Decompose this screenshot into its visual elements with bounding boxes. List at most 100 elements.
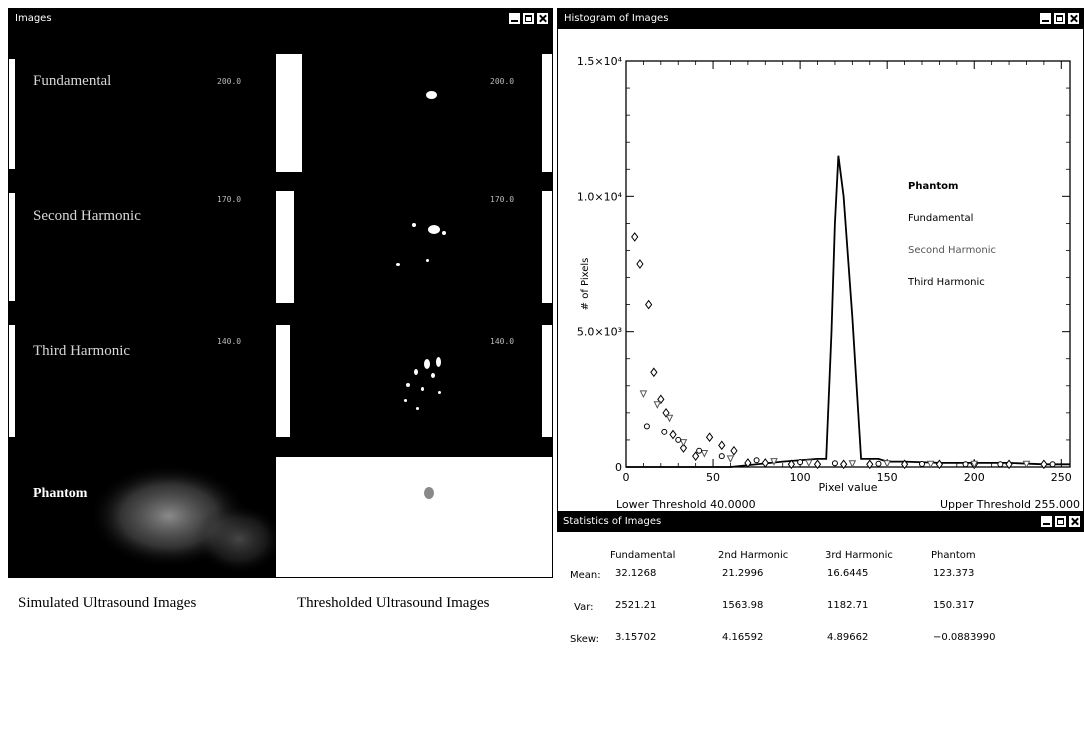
maximize-icon[interactable] xyxy=(1053,12,1066,25)
statistics-titlebar[interactable]: Statistics of Images xyxy=(557,512,1084,532)
stats-cell: 2521.21 xyxy=(615,600,657,611)
data-point xyxy=(935,459,944,470)
panel-value: 200.0 xyxy=(490,77,515,86)
data-point xyxy=(761,458,769,468)
data-point xyxy=(1022,460,1031,469)
panel-scrollbar[interactable] xyxy=(276,191,294,303)
threshold-blob xyxy=(426,259,429,262)
stats-row-label: Var: xyxy=(574,602,594,613)
data-point xyxy=(700,449,709,458)
panel-scrollbar[interactable] xyxy=(276,325,290,437)
x-tick-label: 250 xyxy=(1051,471,1072,484)
data-point xyxy=(883,460,891,468)
stats-col-header: 3rd Harmonic xyxy=(825,550,893,561)
legend-entry: Phantom xyxy=(908,181,958,192)
data-point xyxy=(679,439,688,447)
close-icon[interactable] xyxy=(1067,12,1080,25)
legend-entry: Second Harmonic xyxy=(908,245,996,256)
close-icon[interactable] xyxy=(1068,515,1081,528)
close-icon[interactable] xyxy=(536,12,549,25)
panel-label: Phantom xyxy=(33,486,88,501)
data-point xyxy=(730,445,738,456)
maximize-icon[interactable] xyxy=(522,12,535,25)
data-point xyxy=(653,401,662,409)
upper-threshold-label: Upper Threshold 255.000 xyxy=(940,498,1080,511)
data-point xyxy=(744,458,752,468)
plot-frame xyxy=(625,60,1071,468)
statistics-window-title: Statistics of Images xyxy=(563,516,662,527)
panel-scrollbar[interactable] xyxy=(9,59,15,169)
stats-col-header: Fundamental xyxy=(610,550,676,561)
x-tick-label: 150 xyxy=(877,471,898,484)
minimize-icon[interactable] xyxy=(508,12,521,25)
panel-label: Fundamental xyxy=(33,73,112,89)
second-harmonic-threshold-panel[interactable]: 170.0 xyxy=(276,179,552,307)
data-point xyxy=(665,414,674,423)
data-point xyxy=(718,453,725,460)
third-harmonic-image-panel[interactable]: Third Harmonic 140.0 xyxy=(9,311,276,439)
data-point xyxy=(705,432,714,443)
caption-thresholded: Thresholded Ultrasound Images xyxy=(297,595,490,611)
data-point xyxy=(840,459,848,470)
fundamental-threshold-panel[interactable]: 200.0 xyxy=(276,49,552,172)
panel-scrollbar[interactable] xyxy=(542,325,552,437)
x-tick-label: 50 xyxy=(706,471,720,484)
threshold-blob xyxy=(404,399,407,402)
data-point xyxy=(669,429,677,440)
x-tick-label: 100 xyxy=(790,471,811,484)
data-point xyxy=(848,460,857,468)
data-point xyxy=(631,232,639,242)
data-point xyxy=(919,461,925,468)
third-harmonic-threshold-panel[interactable]: 140.0 xyxy=(276,311,552,439)
panel-scrollbar[interactable] xyxy=(542,54,552,172)
stats-cell: 4.16592 xyxy=(722,632,764,643)
data-point xyxy=(875,460,882,467)
stats-cell: 32.1268 xyxy=(615,568,657,579)
y-tick-label: 5.0×10³ xyxy=(577,326,622,339)
panel-label: Second Harmonic xyxy=(33,208,141,224)
phantom-image-panel[interactable]: Phantom xyxy=(9,444,276,577)
minimize-icon[interactable] xyxy=(1039,12,1052,25)
stats-row-label: Skew: xyxy=(570,634,599,645)
data-point xyxy=(770,458,778,466)
panel-scrollbar[interactable] xyxy=(542,191,552,303)
stats-cell: 16.6445 xyxy=(827,568,869,579)
data-point xyxy=(787,459,796,470)
data-point xyxy=(1005,459,1013,470)
data-point xyxy=(962,461,969,468)
y-tick-label: 1.5×10⁴ xyxy=(577,55,623,68)
panel-scrollbar[interactable] xyxy=(9,193,15,301)
threshold-blob xyxy=(414,369,418,375)
data-point xyxy=(926,460,935,469)
fundamental-image-panel[interactable]: Fundamental 200.0 xyxy=(9,49,276,172)
threshold-blob xyxy=(436,357,441,367)
panel-scrollbar[interactable] xyxy=(9,325,15,437)
histogram-titlebar[interactable]: Histogram of Images xyxy=(558,9,1083,29)
lower-threshold-label: Lower Threshold 40.0000 xyxy=(616,498,756,511)
data-point xyxy=(636,259,644,269)
stats-cell: −0.0883990 xyxy=(933,632,996,643)
panel-scrollbar[interactable] xyxy=(276,54,302,172)
images-titlebar[interactable]: Images xyxy=(9,9,552,29)
histogram-chart: 0 50 100 150 200 250 0 5.0×10³ 1.0×10⁴ 1.5×10⁴ Pix… xyxy=(577,55,1080,511)
minimize-icon[interactable] xyxy=(1040,515,1053,528)
y-tick-label: 0 xyxy=(615,461,622,474)
images-window: Images Fundamental 200.0 200.0 Second Ha… xyxy=(8,8,553,578)
threshold-blob xyxy=(442,231,446,235)
data-point xyxy=(639,390,648,399)
histogram-window: Histogram of Images 0 50 100 150 200 250 0 5.0×… xyxy=(557,8,1084,512)
legend-entry: Third Harmonic xyxy=(907,277,985,288)
data-point xyxy=(696,447,703,454)
x-tick-label: 200 xyxy=(964,471,985,484)
histogram-window-title: Histogram of Images xyxy=(564,13,669,24)
images-window-title: Images xyxy=(15,13,52,24)
panel-value: 170.0 xyxy=(217,195,242,204)
stats-cell: 123.373 xyxy=(933,568,975,579)
phantom-threshold-panel[interactable] xyxy=(276,457,552,577)
second-harmonic-image-panel[interactable]: Second Harmonic 170.0 xyxy=(9,179,276,307)
data-point xyxy=(900,459,909,470)
data-point xyxy=(797,459,804,466)
maximize-icon[interactable] xyxy=(1054,515,1067,528)
threshold-blob xyxy=(421,387,424,391)
histogram-chart-area: 0 50 100 150 200 250 0 5.0×10³ 1.0×10⁴ 1.5×10⁴ Pix… xyxy=(558,29,1083,511)
